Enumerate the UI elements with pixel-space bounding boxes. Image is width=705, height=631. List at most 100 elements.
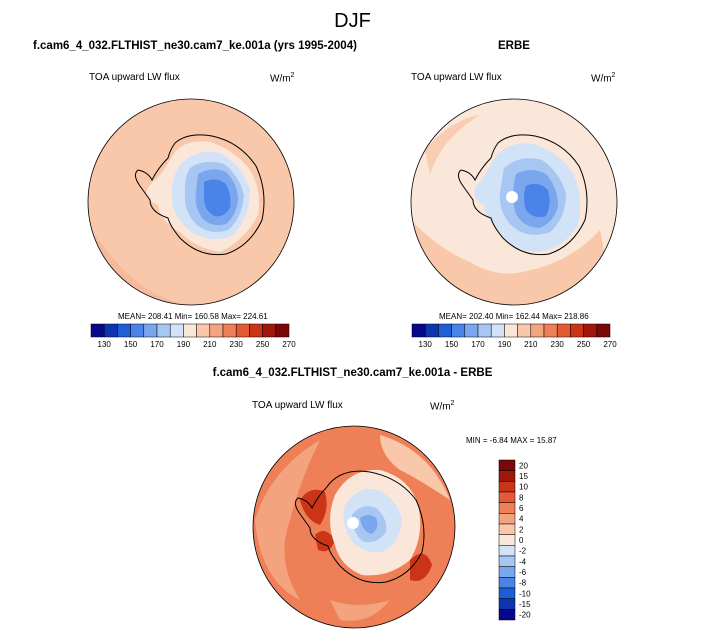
panel3-pole-hole: [347, 517, 359, 529]
panel3-colorbar-tick-label: 8: [519, 493, 524, 502]
panel3-colorbar-swatch: [498, 587, 516, 599]
panel2-colorbar-tick-label: 150: [445, 340, 459, 349]
panel3-units-label: W/m2: [430, 400, 455, 413]
panel3-antarctica-coastline: [294, 470, 425, 584]
panel3-ocean-patch-w: [255, 440, 320, 600]
panel2-colorbar-tick-label: 270: [603, 340, 617, 349]
panel1-colorbar-swatch: [235, 323, 250, 338]
panel1-colorbar-tick-label: 130: [98, 340, 112, 349]
panel3-colorbar-swatch: [498, 566, 516, 578]
panel1-map-border: [87, 98, 295, 306]
panel3-colorbar-tick-label: 4: [519, 515, 524, 524]
panel3-ocean-patch-s: [330, 600, 390, 621]
panel1-colorbar-tick-label: 270: [282, 340, 296, 349]
panel3-colorbar-swatch: [498, 609, 516, 621]
panel1-colorbar-swatch: [130, 323, 145, 338]
panel3-ocean-patch-ne: [380, 435, 450, 500]
panel2-colorbar-swatch: [543, 323, 558, 338]
panel1-colorbar-swatch: [143, 323, 158, 338]
panel2-colorbar-swatch: [556, 323, 571, 338]
panel2-stats-label: MEAN= 202.40 Min= 162.44 Max= 218.86: [439, 312, 589, 321]
panel2-colorbar-tick-label: 210: [524, 340, 538, 349]
panel1-colorbar-tick-label: 170: [150, 340, 164, 349]
panel3-colorbar-tick-label: -8: [519, 579, 527, 588]
panel2-colorbar-swatch: [583, 323, 598, 338]
panel3-colorbar-tick-label: 6: [519, 504, 524, 513]
panel1-colorbar-swatch: [196, 323, 211, 338]
colorbars: 130 150 170 190 210 230 250 270 130 150 170 190 210 2…: [90, 323, 617, 621]
panel3-colorbar-tick-label: 10: [519, 483, 528, 492]
panel2-antarctica-coastline: [457, 134, 588, 256]
panel3-map: [253, 426, 455, 628]
figure-title: DJF: [334, 10, 371, 32]
panel2-variable-label: TOA upward LW flux: [411, 72, 502, 83]
panel2-colorbar-swatch: [530, 323, 545, 338]
panel2-map: [411, 99, 617, 305]
panel1-title: f.cam6_4_032.FLTHIST_ne30.cam7_ke.001a (…: [33, 40, 357, 52]
panel3-colorbar-tick-label: -2: [519, 547, 527, 556]
panel3-title: f.cam6_4_032.FLTHIST_ne30.cam7_ke.001a -…: [212, 367, 493, 379]
panel3-map-border: [252, 425, 456, 629]
panel2-colorbar-swatch: [504, 323, 518, 338]
panel2-colorbar-swatch: [596, 323, 611, 338]
panel3-colorbar-swatch: [498, 470, 516, 482]
panel3-colorbar-swatch: [498, 491, 516, 503]
panel1-colorbar-swatch: [103, 323, 118, 338]
panel1-level-160: [204, 179, 231, 217]
panel1-colorbar-swatch: [222, 323, 237, 338]
panel2-colorbar-swatch: [464, 323, 479, 338]
panel2-map-border: [410, 98, 618, 306]
panel2-colorbar-swatch: [451, 323, 466, 338]
panel3-level-neg6: [360, 515, 378, 534]
panel2-colorbar-swatch: [477, 323, 492, 338]
panel3-colorbar-swatch: [498, 502, 516, 514]
panel2-colorbar-swatch: [570, 323, 584, 338]
panel3-hot-spot-se: [410, 553, 432, 581]
panel2-ocean-patch: [425, 115, 480, 175]
panel3-colorbar-swatch: [498, 598, 516, 610]
panel3-colorbar-tick-label: 20: [519, 461, 528, 470]
panel3-hot-spot-w: [300, 489, 327, 525]
panel1-colorbar-tick-label: 190: [177, 340, 191, 349]
panel1-colorbar-tick-label: 210: [203, 340, 217, 349]
panel2-colorbar-tick-label: 190: [498, 340, 512, 349]
panel1-antarctica-coastline: [134, 134, 265, 256]
panel3-stats-label: MIN = -6.84 MAX = 15.87: [466, 436, 557, 445]
panel1-colorbar-tick-label: 150: [124, 340, 138, 349]
panel3-colorbar-tick-label: 0: [519, 536, 524, 545]
panel3-colorbar-swatch: [498, 513, 516, 525]
panel1-colorbar-swatch: [183, 323, 197, 338]
panel3-colorbar-tick-label: -20: [519, 611, 531, 620]
panel1-units-label: W/m2: [270, 72, 295, 85]
panel1-colorbar-swatch: [90, 323, 105, 338]
panel2-colorbar-tick-label: 170: [471, 340, 485, 349]
panel2-colorbar-swatch: [490, 323, 505, 338]
panel1-stats-label: MEAN= 208.41 Min= 160.58 Max= 224.61: [118, 312, 268, 321]
panel1-colorbar-tick-label: 230: [230, 340, 244, 349]
panel2-colorbar-tick-label: 250: [577, 340, 591, 349]
panel3-colorbar-swatch: [498, 523, 516, 535]
panel3-colorbar-swatch: [498, 481, 516, 493]
panel3-colorbar-swatch: [498, 545, 516, 557]
panel1-colorbar-swatch: [262, 323, 277, 338]
panel3-colorbar-tick-label: -6: [519, 568, 527, 577]
panel3-colorbar-tick-label: -15: [519, 600, 531, 609]
panel2-colorbar-swatch: [517, 323, 532, 338]
panel2-colorbar-tick-label: 230: [551, 340, 565, 349]
panel3-colorbar-tick-label: -4: [519, 557, 527, 566]
panel1-colorbar-swatch: [156, 323, 171, 338]
panel1-variable-label: TOA upward LW flux: [89, 72, 180, 83]
panel3-hot-spot-sw: [315, 531, 335, 552]
panel1-colorbar-swatch: [275, 323, 290, 338]
panel3-colorbar-swatch: [498, 555, 516, 567]
panel2-colorbar-swatch: [411, 323, 426, 338]
panel3-colorbar-tick-label: 15: [519, 472, 528, 481]
panel2-colorbar-swatch: [424, 323, 439, 338]
panel2-title: ERBE: [498, 40, 530, 52]
panel2-colorbar-swatch: [438, 323, 452, 338]
panel3-colorbar-tick-label: 2: [519, 525, 524, 534]
panel3-colorbar-swatch: [498, 577, 516, 589]
panel1-colorbar-swatch: [117, 323, 131, 338]
panel1-colorbar-swatch: [209, 323, 224, 338]
